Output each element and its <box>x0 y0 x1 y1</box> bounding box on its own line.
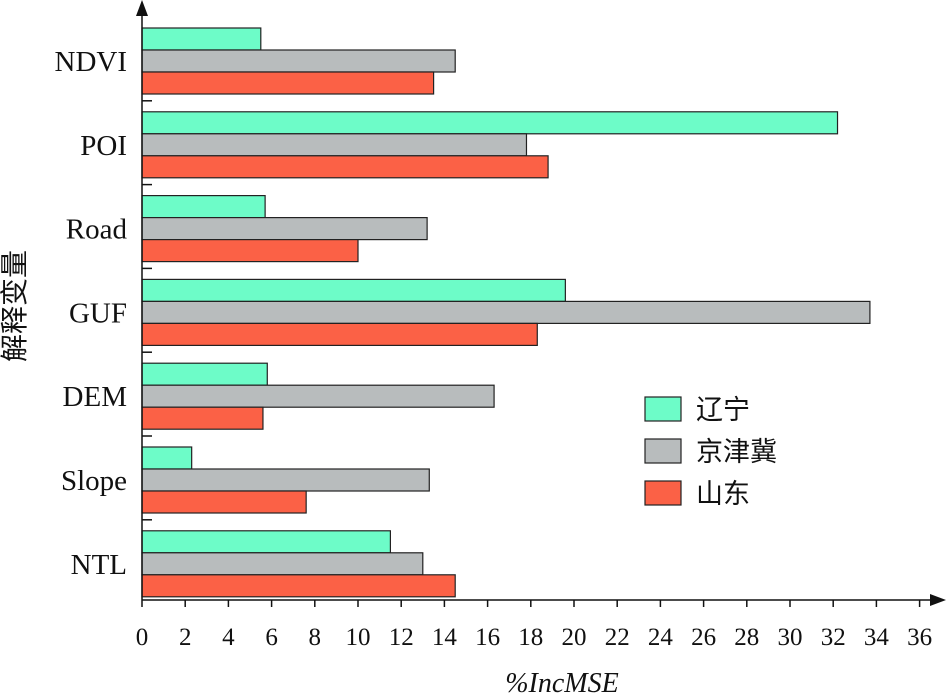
bar-road-series-2 <box>141 217 428 241</box>
x-tick-label: 14 <box>432 624 458 651</box>
x-tick-label: 16 <box>475 624 500 651</box>
bar-dem-series-2 <box>141 384 495 408</box>
y-category-label: NTL <box>71 549 127 581</box>
bar-guf-series-3 <box>141 322 538 346</box>
bar-ntl-series-1 <box>141 530 391 554</box>
y-category-label: POI <box>80 130 127 162</box>
bar-guf-series-1 <box>141 278 566 302</box>
x-axis-title: %IncMSE <box>505 668 619 697</box>
bar-road-series-1 <box>141 195 266 219</box>
bar-slope-series-3 <box>141 490 307 514</box>
legend-swatch-1 <box>644 396 682 422</box>
x-tick-label: 10 <box>346 624 371 651</box>
legend-label-1: 辽宁 <box>696 395 750 426</box>
bar-ndvi-series-3 <box>141 71 435 95</box>
x-tick-label: 36 <box>907 624 932 651</box>
x-tick-label: 0 <box>136 624 149 651</box>
x-tick-label: 22 <box>605 624 630 651</box>
y-category-label: Slope <box>61 465 127 497</box>
y-category-label: GUF <box>69 297 127 329</box>
y-axis-title: 解释变量 <box>0 250 31 362</box>
x-axis-arrow <box>930 594 946 606</box>
x-tick-label: 18 <box>518 624 543 651</box>
y-category-label: NDVI <box>55 46 128 78</box>
bar-ndvi-series-1 <box>141 27 262 51</box>
bar-road-series-3 <box>141 239 359 263</box>
bar-dem-series-1 <box>141 362 268 386</box>
x-tick-label: 2 <box>179 624 192 651</box>
x-ticks: 0 2 4 6 8 10 12 14 16 18 20 22 24 26 28 30 32 34 36 <box>136 600 932 651</box>
bar-poi-series-1 <box>141 111 839 135</box>
x-tick-label: 30 <box>778 624 803 651</box>
x-tick-label: 8 <box>309 624 322 651</box>
x-tick-label: 20 <box>562 624 587 651</box>
bar-guf-series-2 <box>141 300 871 324</box>
x-tick-label: 4 <box>222 624 235 651</box>
bar-ntl-series-3 <box>141 574 456 598</box>
bar-ntl-series-2 <box>141 552 424 576</box>
bar-slope-series-1 <box>141 446 193 470</box>
bar-ndvi-series-2 <box>141 49 456 73</box>
bars-layer <box>141 27 871 598</box>
legend-swatch-2 <box>644 438 682 464</box>
y-axis-arrow <box>136 0 148 16</box>
x-tick-label: 24 <box>648 624 674 651</box>
bar-poi-series-2 <box>141 133 528 157</box>
legend-label-2: 京津冀 <box>696 437 777 468</box>
y-categories: NDVI POI Road GUF DEM Slope NTL <box>55 46 152 581</box>
bar-dem-series-3 <box>141 406 264 430</box>
x-tick-label: 28 <box>734 624 759 651</box>
y-category-label: Road <box>66 214 128 246</box>
axes-layer <box>136 0 946 606</box>
bar-poi-series-3 <box>141 155 549 179</box>
legend-swatch-3 <box>644 480 682 506</box>
x-tick-label: 32 <box>821 624 846 651</box>
x-tick-label: 26 <box>691 624 716 651</box>
x-tick-label: 12 <box>389 624 414 651</box>
y-category-label: DEM <box>63 381 127 413</box>
bar-slope-series-2 <box>141 468 430 492</box>
x-tick-label: 6 <box>265 624 278 651</box>
x-tick-label: 34 <box>864 624 890 651</box>
legend-label-3: 山东 <box>696 479 750 510</box>
